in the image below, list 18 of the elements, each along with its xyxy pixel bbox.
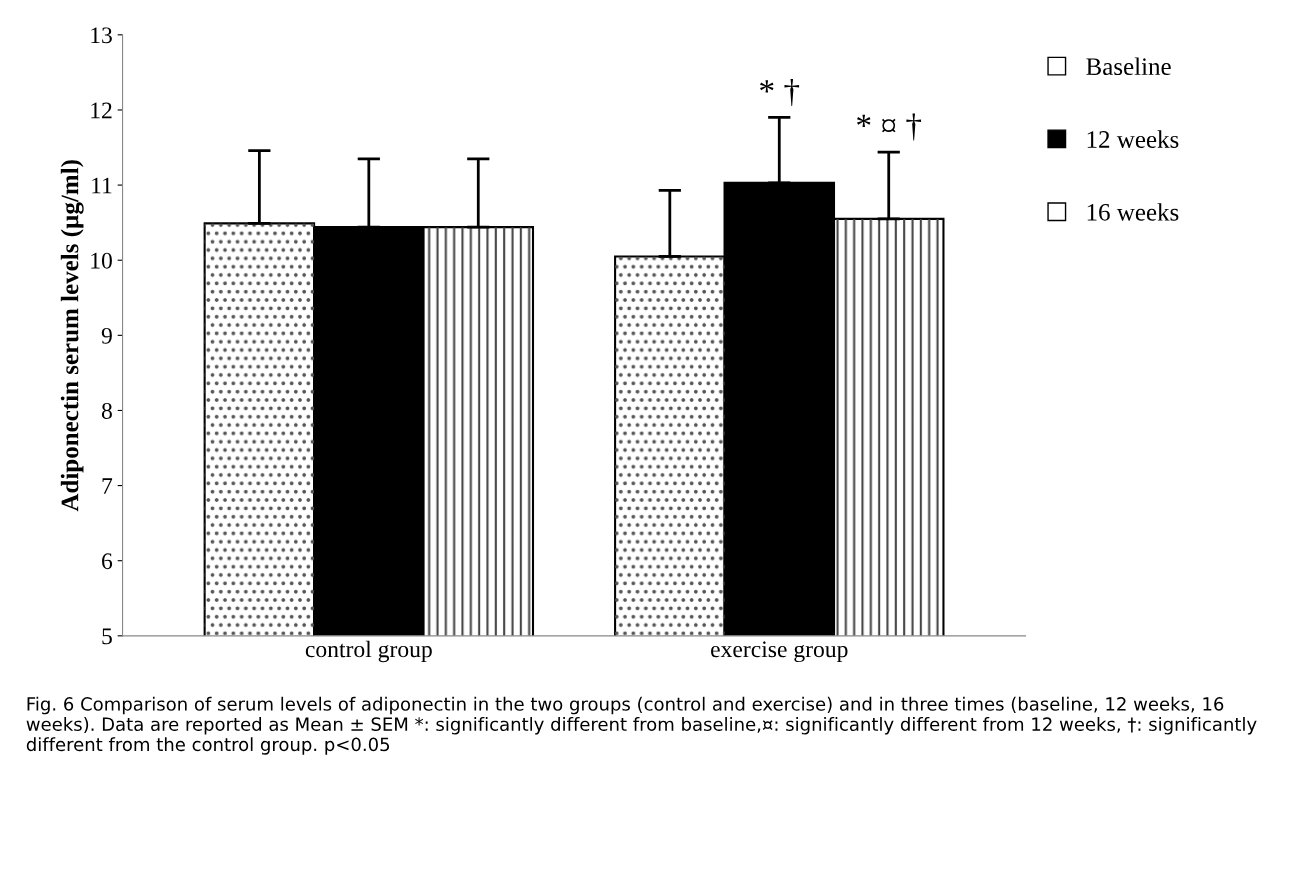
y-tick-label: 10 <box>91 252 112 269</box>
y-tick-label: 5 <box>102 628 112 645</box>
x-tick-label: control group <box>305 640 432 663</box>
y-tick-label: 12 <box>91 102 112 119</box>
legend-label: 16 weeks <box>1087 203 1179 221</box>
legend-label: 12 weeks <box>1087 130 1179 148</box>
y-tick-label: 13 <box>91 27 112 44</box>
annotation: * † <box>760 78 800 106</box>
caption: Fig. 6 Comparison of serum levels of adiponectin in the two groups (control and exercise) and in three times (baseline, 12 weeks, 16 weeks). Data are reported as Mean ± SEM *: significantly different from baseline,¤: significantly different from 12 weeks, †: significantly different from the control group. p<0.05 <box>26 696 1257 755</box>
y-tick-label: 11 <box>92 177 112 194</box>
annotation: * ¤ † <box>857 113 922 141</box>
y-axis-title: Adiponectin serum levels (µg/ml) <box>60 160 84 512</box>
legend-label: Baseline <box>1086 57 1171 76</box>
y-tick-label: 6 <box>102 553 113 570</box>
x-tick-label: exercise group <box>711 641 848 663</box>
y-tick-label: 8 <box>101 402 112 419</box>
y-tick-label: 7 <box>102 478 113 494</box>
y-tick-label: 9 <box>101 327 112 344</box>
